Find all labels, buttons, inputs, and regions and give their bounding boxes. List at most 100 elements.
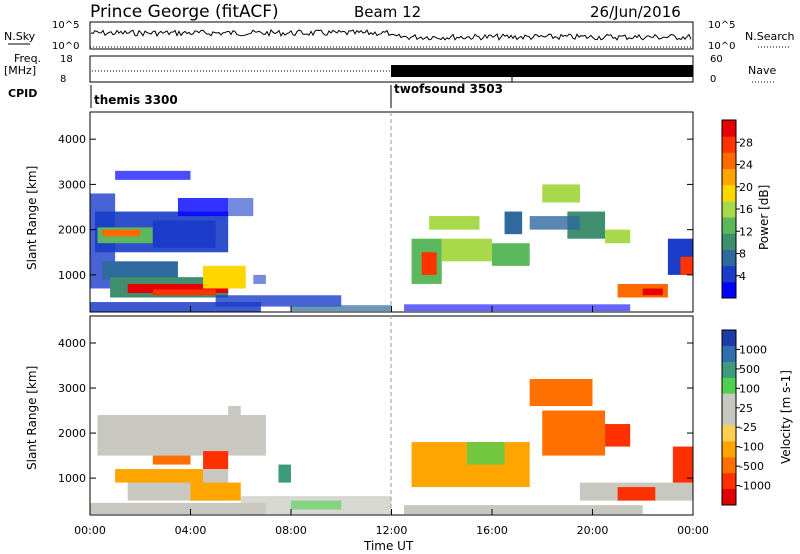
colorbar-swatch [722, 249, 736, 267]
heatmap-cell [404, 304, 631, 312]
heatmap-cell [152, 289, 216, 296]
y-tick-label: 1000 [58, 472, 86, 485]
colorbar-swatch [722, 265, 736, 283]
colorbar-tick-label: -25 [739, 421, 757, 434]
nave-trace [391, 65, 693, 77]
heatmap-cell [492, 243, 530, 266]
y-tick-label: 3000 [58, 382, 86, 395]
y-tick-label: 4000 [58, 337, 86, 350]
heatmap-cell [97, 415, 266, 456]
colorbar-swatch [722, 200, 736, 218]
cpid-label: CPID [8, 87, 37, 100]
heatmap-cell [642, 288, 663, 296]
velocity-y-ticks: 1000 2000 3000 4000 [58, 337, 693, 485]
heatmap-cell [529, 379, 593, 407]
heatmap-cell [605, 424, 631, 447]
heatmap-cell [605, 229, 631, 244]
x-tick-label: 16:00 [476, 524, 508, 537]
colorbar-swatch [722, 152, 736, 170]
heatmap-cell [542, 410, 606, 456]
heatmap-cell [617, 487, 656, 501]
heatmap-cell [542, 184, 580, 203]
velocity-colorbar-label: Velocity [m s-1] [779, 370, 793, 464]
freq-unit-label: [MHz] [4, 64, 36, 77]
x-tick-label: 08:00 [275, 524, 307, 537]
colorbar-swatch [722, 489, 736, 506]
y-tick-label: 4000 [58, 133, 86, 146]
station-title: Prince George (fitACF) [90, 2, 279, 22]
x-tick-label: 00:00 [74, 524, 106, 537]
nave-label: Nave [748, 64, 776, 77]
colorbar-tick-label: -1000 [739, 480, 771, 493]
heatmap-cell [90, 502, 266, 515]
velocity-colorbar: 1000 500 100 25 -25 -100 -500 -1000 [721, 329, 771, 506]
noise-right-tick-bottom: 10^0 [708, 41, 735, 52]
heatmap-cell [115, 170, 191, 180]
heatmap-cell [291, 305, 392, 312]
x-tick-label: 04:00 [175, 524, 207, 537]
nsearch-label: N.Search [745, 30, 795, 43]
y-tick-label: 2000 [58, 427, 86, 440]
freq-label: Freq. [14, 52, 41, 65]
date-title: 26/Jun/2016 [590, 3, 681, 21]
colorbar-swatch [722, 393, 736, 411]
heatmap-cell [429, 216, 480, 230]
heatmap-cell [228, 406, 241, 420]
freq-tick-bottom: 8 [60, 74, 66, 85]
colorbar-swatch [722, 345, 736, 363]
heatmap-cell [253, 274, 266, 284]
velocity-heatmap [90, 379, 693, 515]
power-y-ticks: 1000 2000 3000 4000 [58, 133, 693, 282]
x-axis-label: Time UT [363, 539, 414, 553]
colorbar-tick-label: 28 [739, 136, 753, 149]
colorbar-swatch [722, 120, 736, 137]
colorbar-swatch [722, 330, 736, 347]
colorbar-tick-label: 24 [739, 159, 753, 172]
y-tick-label: 2000 [58, 224, 86, 237]
power-heatmap [90, 170, 693, 312]
cpid-segment-1: twofsound 3503 [394, 82, 503, 96]
colorbar-tick-label: 16 [739, 203, 753, 216]
colorbar-swatch [722, 473, 736, 490]
beam-title: Beam 12 [354, 3, 421, 21]
x-tick-label: 00:00 [677, 524, 709, 537]
heatmap-cell [90, 302, 261, 312]
heatmap-cell [102, 261, 178, 280]
heatmap-cell [278, 464, 291, 483]
colorbar-tick-label: 8 [739, 248, 746, 261]
cpid-segment-0: themis 3300 [94, 93, 178, 107]
heatmap-cell [190, 482, 241, 501]
colorbar-tick-label: 100 [739, 382, 760, 395]
power-colorbar-label: Power [dB] [757, 185, 771, 250]
heatmap-cell [228, 197, 254, 217]
x-tick-label: 12:00 [376, 524, 408, 537]
colorbar-swatch [722, 136, 736, 153]
heatmap-cell [177, 197, 229, 217]
heatmap-cell [404, 505, 643, 515]
noise-right-tick-top: 10^5 [708, 20, 735, 31]
power-ylabel: Slant Range [km] [25, 166, 39, 270]
y-tick-label: 1000 [58, 269, 86, 282]
noise-left-tick-top: 10^5 [52, 20, 79, 31]
colorbar-tick-label: -100 [739, 441, 764, 454]
power-colorbar: 4 8 12 16 20 24 28 [721, 119, 753, 299]
colorbar-frame [721, 329, 737, 506]
heatmap-cell [291, 500, 342, 510]
freq-tick-top: 18 [60, 54, 73, 65]
colorbar-swatch [722, 457, 736, 474]
heatmap-cell [152, 220, 216, 248]
colorbar-tick-label: -500 [739, 460, 764, 473]
heatmap-cell [466, 442, 505, 465]
colorbar-tick-label: 25 [739, 402, 753, 415]
nave-tick-bottom: 0 [710, 74, 716, 85]
colorbar-tick-label: 12 [739, 225, 753, 238]
colorbar-swatch [722, 281, 736, 299]
x-tick-label: 20:00 [577, 524, 609, 537]
colorbar-swatch [722, 233, 736, 250]
x-axis-ticks: 00:00 04:00 08:00 12:00 16:00 20:00 00:00 [74, 306, 709, 537]
colorbar-swatch [722, 441, 736, 458]
heatmap-cell [203, 265, 246, 289]
heatmap-cell [127, 283, 229, 293]
colorbar-tick-label: 4 [739, 270, 746, 283]
heatmap-cell [115, 469, 204, 483]
